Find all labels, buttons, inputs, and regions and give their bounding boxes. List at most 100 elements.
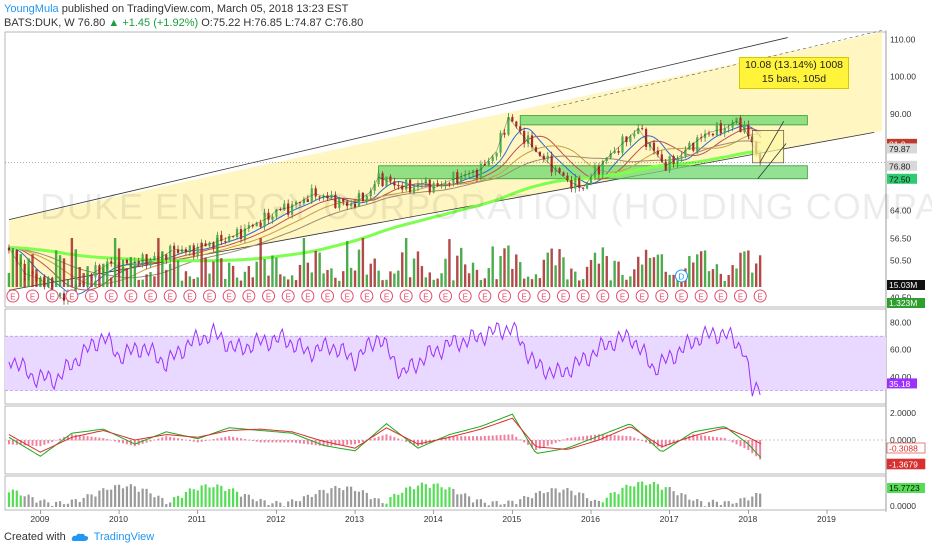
oscillator-bar-19 (82, 497, 85, 507)
volume-bar-163 (648, 258, 652, 287)
volume-bar-143 (570, 268, 573, 287)
candle-body-179 (711, 133, 715, 136)
oscillator-bar-64 (259, 498, 262, 507)
volume-bar-22 (94, 280, 97, 287)
x-tick-4: 2013 (345, 514, 364, 524)
earnings-marker-label-5: E (109, 293, 114, 302)
candle-body-154 (613, 151, 616, 154)
macd-hist-bar-90 (361, 440, 364, 442)
earnings-marker-label-32: E (640, 293, 645, 302)
earnings-marker-label-10: E (207, 293, 212, 302)
volume-bar-146 (581, 279, 585, 287)
earnings-marker-label-30: E (600, 293, 605, 302)
volume-bar-162 (644, 249, 648, 287)
oscillator-bar-29 (121, 488, 125, 507)
candle-body-34 (141, 254, 144, 264)
macd-hist-bar-153 (609, 435, 612, 441)
volume-bar-10 (47, 277, 50, 287)
author-link[interactable]: YoungMula (4, 3, 59, 15)
volume-bar-100 (401, 252, 404, 287)
volume-bar-136 (542, 259, 546, 287)
oscillator-bar-41 (169, 502, 172, 507)
oscillator-bar-20 (86, 494, 89, 507)
candle-body-43 (176, 249, 180, 253)
macd-tick-0: 2.0000 (890, 408, 916, 418)
macd-hist-bar-65 (263, 440, 266, 443)
macd-hist-bar-95 (381, 435, 384, 441)
macd-current-label-0: -0.3088 (889, 444, 918, 454)
oscillator-bar-88 (353, 491, 357, 507)
oscillator-bar-3 (19, 495, 22, 507)
measure-callout[interactable]: 10.08 (13.14%) 1008 15 bars, 105d (739, 57, 849, 89)
oscillator-bar-127 (507, 500, 510, 507)
macd-hist-bar-182 (723, 438, 726, 441)
candle-body-100 (401, 185, 404, 190)
volume-bar-32 (133, 265, 136, 287)
earnings-marker-label-37: E (738, 293, 743, 302)
macd-hist-bar-54 (220, 437, 223, 441)
macd-hist-bar-143 (570, 437, 573, 441)
candle-body-23 (98, 265, 101, 275)
oscillator-bar-144 (574, 495, 577, 507)
macd-hist-bar-21 (90, 436, 93, 441)
volume-bar-92 (369, 263, 372, 287)
oscillator-bar-45 (184, 492, 188, 507)
candle-body-144 (574, 177, 577, 189)
candle-body-112 (448, 183, 451, 184)
volume-bar-36 (149, 271, 152, 287)
candle-body-153 (609, 153, 612, 158)
volume-bar-60 (243, 271, 247, 287)
macd-hist-bar-96 (385, 434, 388, 441)
oscillator-bar-57 (232, 488, 235, 507)
oscillator-bar-9 (43, 499, 46, 507)
oscillator-bar-180 (715, 501, 718, 507)
oscillator-bar-55 (224, 490, 227, 507)
rsi-tick-1: 60.00 (890, 345, 912, 355)
candle-body-155 (617, 151, 620, 153)
volume-bar-25 (106, 264, 109, 287)
volume-bar-113 (452, 280, 455, 287)
macd-hist-bar-142 (566, 438, 569, 441)
macd-hist-bar-126 (503, 434, 506, 441)
oscillator-bar-67 (271, 503, 274, 507)
macd-hist-bar-34 (141, 440, 144, 444)
volume-bar-11 (50, 277, 54, 287)
oscillator-bar-156 (621, 487, 624, 507)
tradingview-brand-link[interactable]: TradingView (93, 531, 155, 543)
volume-bar-140 (558, 249, 561, 287)
oscillator-bar-163 (648, 484, 652, 507)
macd-hist-bar-49 (200, 440, 203, 442)
earnings-marker-label-11: E (227, 293, 232, 302)
volume-bar-43 (176, 260, 180, 287)
volume-bar-131 (522, 278, 526, 287)
macd-hist-bar-18 (78, 435, 81, 441)
macd-hist-bar-58 (236, 437, 239, 441)
volume-bar-178 (707, 271, 711, 287)
macd-hist-bar-114 (456, 436, 459, 441)
oscillator-bar-185 (735, 502, 738, 507)
macd-hist-bar-71 (287, 440, 290, 443)
candle-body-48 (196, 247, 199, 256)
candle-body-102 (409, 179, 412, 193)
macd-hist-bar-86 (346, 440, 349, 445)
volume-bar-173 (688, 255, 691, 287)
candle-body-44 (180, 249, 184, 253)
macd-hist-bar-57 (232, 436, 235, 441)
macd-hist-bar-20 (86, 436, 89, 441)
volume-bar-15 (66, 279, 70, 287)
macd-hist-bar-76 (306, 440, 309, 445)
macd-hist-bar-146 (582, 436, 585, 441)
candle-body-67 (271, 216, 274, 220)
volume-bar-84 (338, 280, 341, 287)
oscillator-bar-133 (530, 498, 534, 507)
macd-hist-bar-44 (180, 439, 183, 441)
volume-bar-39 (161, 251, 164, 287)
volume-label-0: 15.03M (889, 280, 917, 290)
oscillator-bar-125 (499, 504, 502, 507)
oscillator-bar-105 (420, 482, 424, 507)
oscillator-bar-103 (412, 489, 416, 507)
volume-bar-116 (463, 264, 467, 287)
macd-hist-bar-128 (511, 434, 514, 441)
volume-bar-142 (566, 279, 569, 287)
volume-bar-147 (585, 266, 589, 287)
